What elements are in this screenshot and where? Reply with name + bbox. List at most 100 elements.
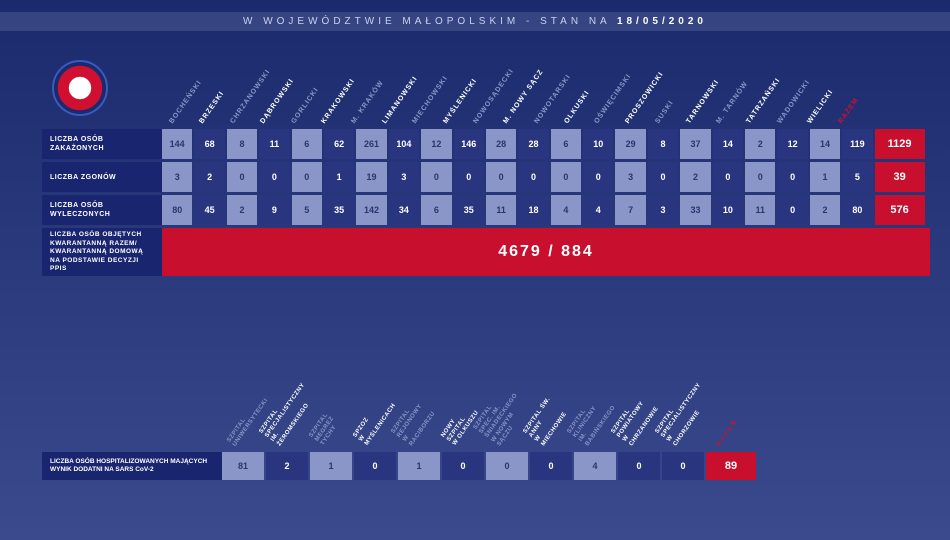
- data-cell: 34: [389, 195, 419, 225]
- row-label: LICZBA OSÓB ZAKAŻONYCH: [42, 129, 162, 159]
- quarantine-label: LICZBA OSÓB OBJĘTYCH KWARANTANNĄ RAZEM/ …: [42, 228, 162, 276]
- column-headers: BOCHEŃSKIBRZESKICHRZANOWSKIDĄBROWSKIGORL…: [162, 55, 930, 125]
- hospital-column-header: SZPITAL SPEC. IM. ŚNIADECKIEGO W NOWYM S…: [473, 391, 528, 448]
- data-cell: 4: [551, 195, 581, 225]
- column-header: TATRZAŃSKI: [746, 96, 769, 125]
- data-cell: 2: [745, 129, 775, 159]
- data-cell: 0: [583, 162, 613, 192]
- data-cell: 261: [356, 129, 386, 159]
- data-cell: 8: [227, 129, 257, 159]
- column-header: TARNOWSKI: [685, 96, 708, 125]
- data-cell: 146: [454, 129, 484, 159]
- data-cell: 2: [194, 162, 224, 192]
- header-prefix: W WOJEWÓDZTWIE MAŁOPOLSKIM - STAN NA: [243, 16, 610, 27]
- hospital-cell: 0: [442, 452, 484, 480]
- data-cell: 28: [486, 129, 516, 159]
- data-cell: 62: [324, 129, 354, 159]
- column-header: PROSZOWICKI: [624, 96, 647, 125]
- column-header: BRZESKI: [199, 96, 222, 125]
- data-cell: 33: [680, 195, 710, 225]
- data-cell: 6: [421, 195, 451, 225]
- hospital-cell: 0: [662, 452, 704, 480]
- hospital-column-headers: SZPITAL UNIWERSYTECKISZPITAL SPECJALISTY…: [222, 380, 930, 448]
- data-cell: 9: [259, 195, 289, 225]
- column-header: KRAKOWSKI: [320, 96, 343, 125]
- data-cell: 14: [810, 129, 840, 159]
- data-cell: 68: [194, 129, 224, 159]
- row-label: LICZBA OSÓB WYLECZONYCH: [42, 195, 162, 225]
- data-cell: 0: [421, 162, 451, 192]
- hospital-column-header: SZPITAL SPECJALISTYCZNY W CHORZOWIE: [654, 395, 703, 448]
- data-cell: 3: [162, 162, 192, 192]
- data-cell: 8: [648, 129, 678, 159]
- hospital-cell: 4: [574, 452, 616, 480]
- hospital-table: SZPITAL UNIWERSYTECKISZPITAL SPECJALISTY…: [42, 380, 930, 480]
- data-cell: 0: [648, 162, 678, 192]
- hospital-cell: 1: [398, 452, 440, 480]
- data-cell: 4: [583, 195, 613, 225]
- table-row: LICZBA OSÓB ZAKAŻONYCH144688116622611041…: [42, 129, 930, 159]
- data-cell: 2: [227, 195, 257, 225]
- data-cell: 11: [486, 195, 516, 225]
- column-header: MIECHOWSKI: [411, 96, 434, 125]
- column-header: GORLICKI: [290, 96, 313, 125]
- data-cell: 2: [810, 195, 840, 225]
- column-header: DĄBROWSKI: [259, 96, 282, 125]
- data-cell: 11: [745, 195, 775, 225]
- hospital-column-header: SZPITAL ŚW. ANNY W MIECHOWIE: [522, 395, 571, 448]
- data-cell: 5: [292, 195, 322, 225]
- hospital-column-header: SZPITAL KLINICZNY IM. BABIŃSKIEGO: [566, 395, 615, 448]
- hospital-cell: 81: [222, 452, 264, 480]
- data-cell: 0: [227, 162, 257, 192]
- column-header: M. TARNÓW: [715, 96, 738, 125]
- main-table: BOCHEŃSKIBRZESKICHRZANOWSKIDĄBROWSKIGORL…: [42, 55, 930, 279]
- hospital-column-header: SZPITAL MEGREZ TYCHY: [308, 400, 351, 448]
- column-header: NOWOTARSKI: [533, 96, 556, 125]
- data-cell: 14: [713, 129, 743, 159]
- data-cell: 3: [648, 195, 678, 225]
- column-header: SUSKI: [655, 96, 678, 125]
- data-cell: 28: [518, 129, 548, 159]
- data-cell: 80: [842, 195, 872, 225]
- column-header: LIMANOWSKI: [381, 96, 404, 125]
- column-header: WADOWICKI: [776, 96, 799, 125]
- hospital-cell: 0: [618, 452, 660, 480]
- hospital-row-label: LICZBA OSÓB HOSPITALIZOWANYCH MAJĄCYCH W…: [42, 452, 222, 480]
- header-bar: W WOJEWÓDZTWIE MAŁOPOLSKIM - STAN NA 18/…: [0, 12, 950, 31]
- data-cell: 0: [292, 162, 322, 192]
- total-cell: 39: [875, 162, 925, 192]
- column-header: BOCHEŃSKI: [168, 96, 191, 125]
- data-cell: 80: [162, 195, 192, 225]
- data-cell: 10: [713, 195, 743, 225]
- data-cell: 0: [745, 162, 775, 192]
- data-cell: 10: [583, 129, 613, 159]
- hospital-row: LICZBA OSÓB HOSPITALIZOWANYCH MAJĄCYCH W…: [42, 452, 930, 480]
- hospital-total-cell: 89: [706, 452, 756, 480]
- data-cell: 0: [518, 162, 548, 192]
- data-cell: 6: [551, 129, 581, 159]
- data-cell: 0: [486, 162, 516, 192]
- quarantine-row: LICZBA OSÓB OBJĘTYCH KWARANTANNĄ RAZEM/ …: [42, 228, 930, 276]
- data-cell: 37: [680, 129, 710, 159]
- hospital-column-header: SPZOZ W MYŚLENICACH: [352, 400, 395, 448]
- column-header: WIELICKI: [806, 96, 829, 125]
- column-header: M. KRAKÓW: [351, 96, 374, 125]
- data-cell: 12: [777, 129, 807, 159]
- hospital-cells: 81210100040089: [222, 452, 756, 480]
- data-cell: 142: [356, 195, 386, 225]
- column-header: OLKUSKI: [563, 96, 586, 125]
- hospital-cell: 1: [310, 452, 352, 480]
- column-header: NOWOSĄDECKI: [472, 96, 495, 125]
- data-cell: 35: [324, 195, 354, 225]
- row-label: LICZBA ZGONÓW: [42, 162, 162, 192]
- column-header: M. NOWY SĄCZ: [503, 96, 526, 125]
- data-cell: 45: [194, 195, 224, 225]
- data-cell: 5: [842, 162, 872, 192]
- data-cell: 2: [680, 162, 710, 192]
- data-cell: 19: [356, 162, 386, 192]
- data-cell: 0: [259, 162, 289, 192]
- data-cell: 7: [615, 195, 645, 225]
- data-cell: 35: [454, 195, 484, 225]
- hospital-cell: 2: [266, 452, 308, 480]
- data-cell: 1: [810, 162, 840, 192]
